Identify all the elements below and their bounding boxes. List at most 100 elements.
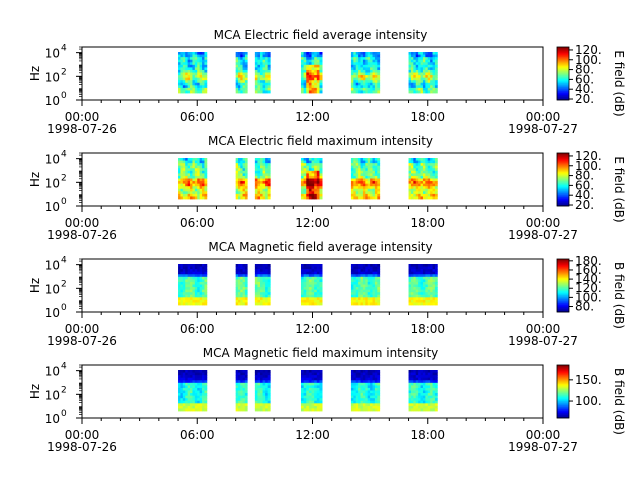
panel-title: MCA Electric field average intensity — [214, 28, 428, 42]
colorbar-tick-label: 60. — [575, 178, 594, 192]
data-block-5 — [350, 370, 381, 412]
x-tick-label: 18:00 — [410, 428, 445, 442]
data-block-3 — [254, 52, 271, 94]
colorbar-tick-label: 60. — [575, 72, 594, 86]
data-block-1 — [178, 52, 208, 94]
panel-title: MCA Magnetic field maximum intensity — [203, 346, 439, 360]
colorbar-tick-label: 100. — [575, 290, 602, 304]
y-tick-exponent: 2 — [61, 67, 67, 77]
x-date-label: 1998-07-27 — [508, 228, 578, 242]
data-block-6 — [408, 264, 438, 306]
y-tick-label: 10 — [45, 47, 60, 61]
y-tick-exponent: 2 — [61, 173, 67, 183]
colorbar-tick-label: 40. — [575, 188, 594, 202]
y-tick-label: 10 — [45, 306, 60, 320]
y-axis-label: Hz — [28, 384, 42, 399]
y-tick-exponent: 2 — [61, 385, 67, 395]
y-axis-label: Hz — [28, 278, 42, 293]
data-block-6 — [408, 52, 438, 94]
x-tick-label: 12:00 — [295, 428, 330, 442]
x-tick-label: 06:00 — [180, 428, 215, 442]
x-date-label: 1998-07-26 — [47, 334, 117, 348]
data-block-4 — [300, 158, 323, 200]
colorbar-tick-label: 100. — [575, 394, 602, 408]
colorbar-tick-label: 20. — [575, 92, 594, 106]
data-block-5 — [350, 52, 381, 94]
data-block-5 — [350, 264, 381, 306]
colorbar-tick-label: 100. — [575, 159, 602, 173]
colorbar-label: E field (dB) — [612, 50, 626, 116]
x-tick-label: 00:00 — [65, 216, 100, 230]
data-block-6 — [408, 158, 438, 200]
y-tick-label: 10 — [45, 259, 60, 273]
y-tick-label: 10 — [45, 176, 60, 190]
y-tick-exponent: 0 — [61, 409, 67, 419]
colorbar: 80.100.120.140.160.180. B field (dB) — [556, 254, 626, 329]
data-block-2 — [235, 370, 248, 412]
x-date-label: 1998-07-27 — [508, 122, 578, 136]
y-axis-label: Hz — [28, 66, 42, 81]
x-tick-label: 00:00 — [526, 322, 561, 336]
y-tick-label: 10 — [45, 94, 60, 108]
x-tick-label: 00:00 — [526, 428, 561, 442]
colorbar-tick-label: 80. — [575, 63, 594, 77]
y-tick-label: 10 — [45, 200, 60, 214]
y-tick-exponent: 4 — [61, 44, 67, 54]
panel-4: MCA Magnetic field maximum intensity 00:0… — [28, 346, 626, 454]
x-tick-label: 18:00 — [410, 216, 445, 230]
data-block-1 — [178, 158, 208, 200]
y-tick-exponent: 0 — [61, 197, 67, 207]
colorbar-tick-label: 80. — [575, 169, 594, 183]
data-block-3 — [254, 158, 271, 200]
x-tick-label: 00:00 — [65, 322, 100, 336]
x-tick-label: 12:00 — [295, 216, 330, 230]
colorbar-label: E field (dB) — [612, 156, 626, 222]
x-tick-label: 18:00 — [410, 322, 445, 336]
y-tick-exponent: 0 — [61, 91, 67, 101]
colorbar-tick-label: 120. — [575, 149, 602, 163]
data-block-2 — [235, 158, 248, 200]
x-date-label: 1998-07-27 — [508, 440, 578, 454]
colorbar-tick-label: 160. — [575, 263, 602, 277]
panel-1: MCA Electric field average intensity 00:0… — [28, 28, 626, 136]
colorbar-tick-label: 40. — [575, 82, 594, 96]
spectrogram — [178, 158, 438, 200]
data-block-4 — [300, 52, 323, 94]
data-block-1 — [178, 370, 208, 412]
colorbar-label: B field (dB) — [612, 262, 626, 329]
panel-3: MCA Magnetic field average intensity 00:0… — [28, 240, 626, 348]
x-tick-label: 00:00 — [526, 110, 561, 124]
y-tick-exponent: 0 — [61, 303, 67, 313]
x-tick-label: 12:00 — [295, 110, 330, 124]
colorbar-tick-label: 180. — [575, 254, 602, 268]
x-tick-label: 00:00 — [65, 428, 100, 442]
y-tick-exponent: 4 — [61, 362, 67, 372]
x-date-label: 1998-07-26 — [47, 228, 117, 242]
y-tick-exponent: 2 — [61, 279, 67, 289]
colorbar-tick-label: 150. — [575, 373, 602, 387]
y-tick-exponent: 4 — [61, 150, 67, 160]
data-block-2 — [235, 52, 248, 94]
x-tick-label: 00:00 — [65, 110, 100, 124]
x-tick-label: 06:00 — [180, 216, 215, 230]
colorbar-tick-label: 100. — [575, 53, 602, 67]
data-block-6 — [408, 370, 438, 412]
x-date-label: 1998-07-26 — [47, 122, 117, 136]
colorbar: 20.40.60.80.100.120. E field (dB) — [556, 43, 626, 117]
colorbar: 100. 150. B field (dB) — [556, 364, 626, 435]
spectrogram — [178, 264, 438, 306]
data-block-1 — [178, 264, 208, 306]
spectrogram — [178, 370, 438, 412]
x-tick-label: 12:00 — [295, 322, 330, 336]
data-block-4 — [300, 370, 323, 412]
colorbar-tick-label: 120. — [575, 281, 602, 295]
y-tick-label: 10 — [45, 365, 60, 379]
colorbar-tick-label: 120. — [575, 43, 602, 57]
y-tick-label: 10 — [45, 70, 60, 84]
y-tick-label: 10 — [45, 412, 60, 426]
panel-title: MCA Magnetic field average intensity — [208, 240, 432, 254]
panel-title: MCA Electric field maximum intensity — [208, 134, 433, 148]
data-block-5 — [350, 158, 381, 200]
y-tick-label: 10 — [45, 153, 60, 167]
